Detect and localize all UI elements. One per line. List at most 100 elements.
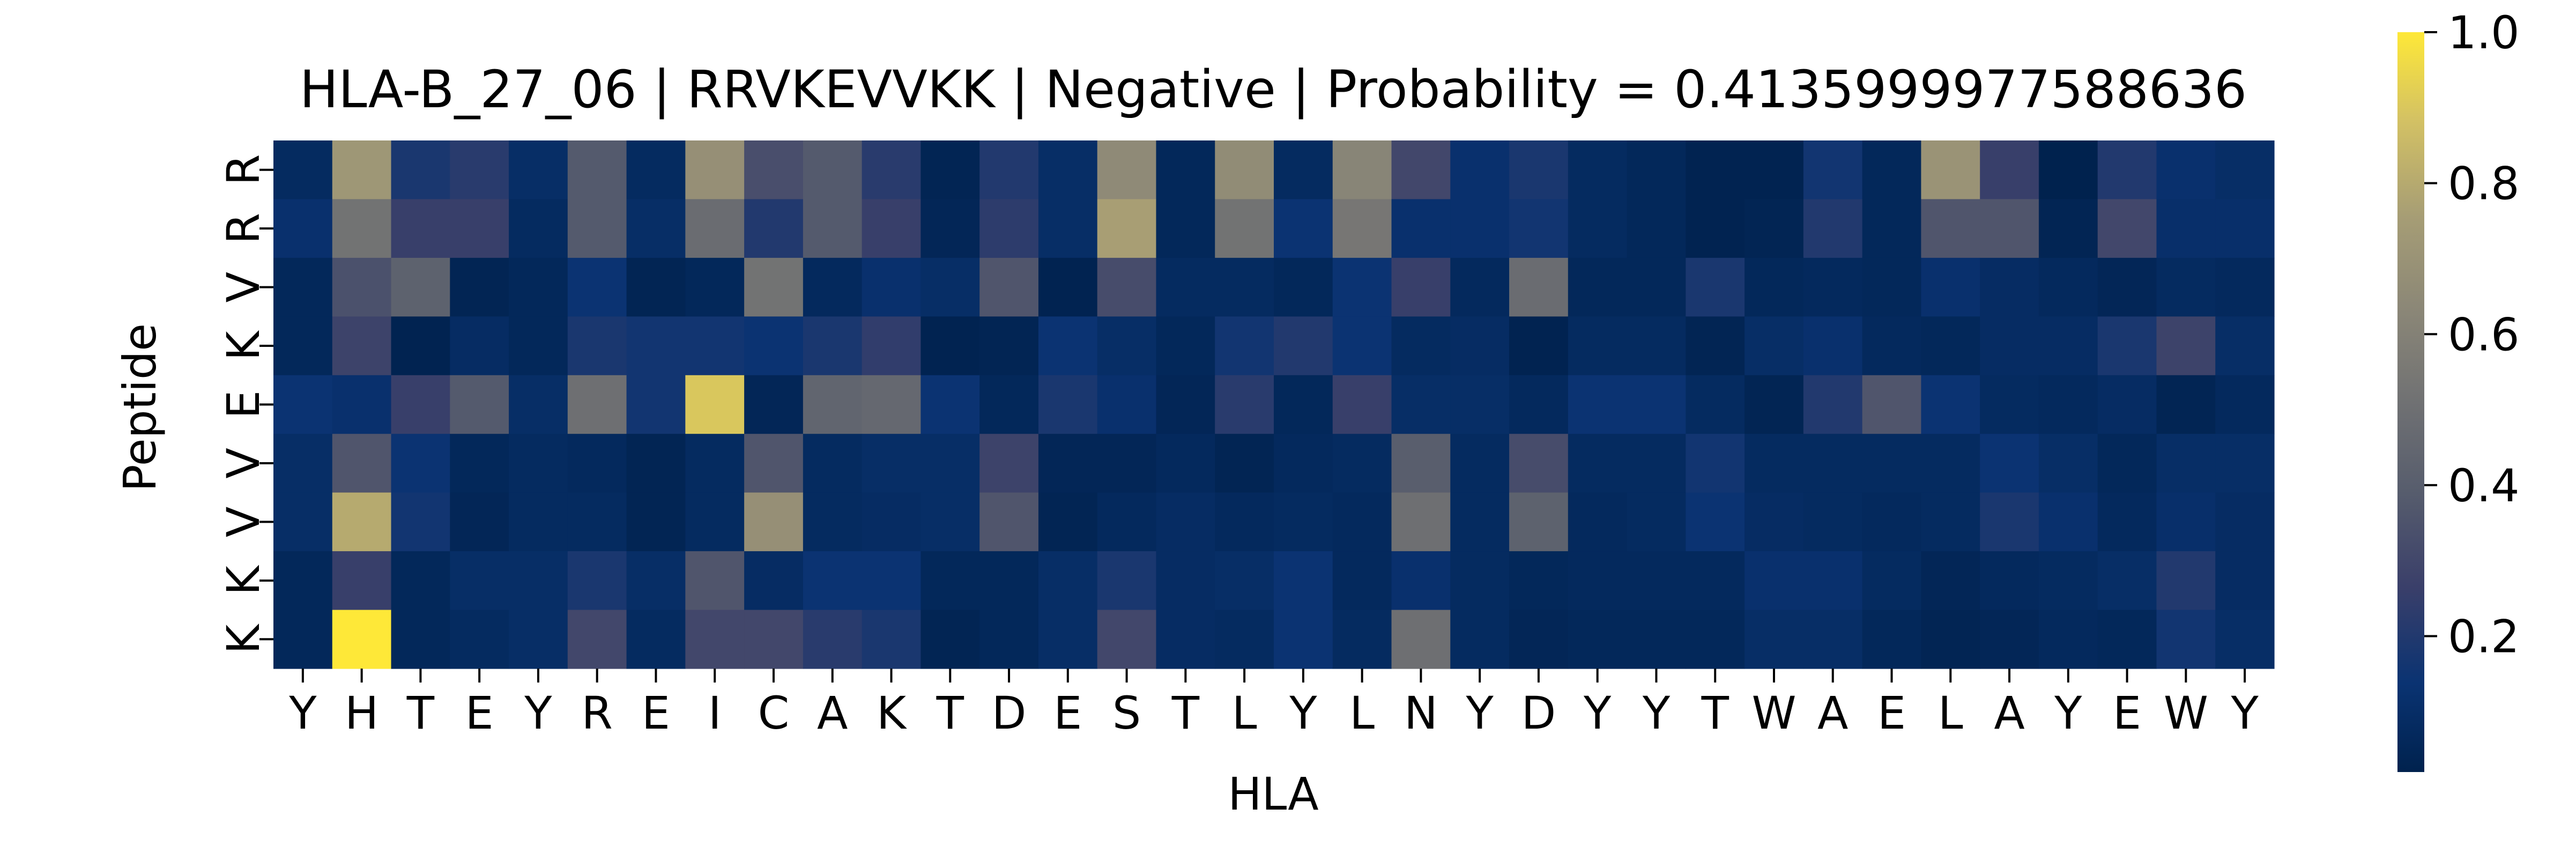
heatmap-cell xyxy=(979,140,1039,200)
heatmap-cell xyxy=(803,199,863,258)
heatmap-cell xyxy=(1980,434,2039,493)
heatmap-cell xyxy=(332,199,392,258)
heatmap-cell xyxy=(332,551,392,611)
heatmap-cell xyxy=(744,610,804,669)
heatmap-cell xyxy=(273,551,333,611)
heatmap-cell xyxy=(1686,492,1745,552)
heatmap-cell xyxy=(1980,551,2039,611)
heatmap-cell xyxy=(2097,316,2157,376)
heatmap-cell xyxy=(1862,375,1922,434)
heatmap-cell xyxy=(1156,551,1215,611)
heatmap-cell xyxy=(1862,316,1922,376)
x-tick-label: W xyxy=(1751,687,1796,739)
chart-title: HLA-B_27_06 | RRVKEVVKK | Negative | Pro… xyxy=(300,60,2247,120)
heatmap-cell xyxy=(1568,492,1628,552)
x-tick-label: A xyxy=(1817,687,1848,739)
heatmap-cell xyxy=(1568,610,1628,669)
heatmap-cell xyxy=(1450,375,1510,434)
heatmap-cell xyxy=(509,375,568,434)
heatmap-cell xyxy=(1450,610,1510,669)
heatmap-cell xyxy=(1332,492,1392,552)
heatmap-cell xyxy=(1686,140,1745,200)
heatmap-cell xyxy=(1862,257,1922,317)
x-tick-label: T xyxy=(406,687,435,739)
heatmap-cell xyxy=(1744,257,1804,317)
heatmap-cell xyxy=(1450,316,1510,376)
y-tick-label: K xyxy=(217,330,270,361)
heatmap-cell xyxy=(2215,434,2275,493)
heatmap-cell xyxy=(803,492,863,552)
x-axis-label: HLA xyxy=(1228,768,1318,820)
heatmap-cell xyxy=(920,551,980,611)
x-tick-label: A xyxy=(817,687,848,739)
heatmap-cell xyxy=(1568,316,1628,376)
heatmap-cell xyxy=(2038,316,2098,376)
x-tick-label: T xyxy=(1171,687,1200,739)
heatmap-cell xyxy=(1627,140,1686,200)
heatmap-cell xyxy=(509,551,568,611)
heatmap-cell xyxy=(1627,610,1686,669)
colorbar-ticks: 0.2 0.4 0.6 0.8 1.0 xyxy=(2424,6,2520,663)
heatmap-cell xyxy=(1627,199,1686,258)
heatmap-cell xyxy=(1980,199,2039,258)
colorbar xyxy=(2397,32,2424,772)
heatmap-cell xyxy=(273,492,333,552)
heatmap-cell xyxy=(744,257,804,317)
heatmap-cell xyxy=(1686,434,1745,493)
heatmap-cell xyxy=(1509,551,1569,611)
heatmap-cell xyxy=(2156,375,2216,434)
heatmap-cell xyxy=(567,610,627,669)
heatmap-cell xyxy=(332,434,392,493)
heatmap-cell xyxy=(1686,199,1745,258)
heatmap-cell xyxy=(1097,375,1157,434)
x-tick-label: R xyxy=(582,687,613,739)
heatmap-cell xyxy=(2215,610,2275,669)
heatmap-cell xyxy=(1568,551,1628,611)
heatmap-cell xyxy=(862,257,922,317)
heatmap-cell xyxy=(862,434,922,493)
heatmap-cell xyxy=(1803,257,1863,317)
heatmap-cell xyxy=(2097,199,2157,258)
heatmap-cell xyxy=(1568,375,1628,434)
heatmap-cell xyxy=(1391,375,1451,434)
heatmap-cell xyxy=(1509,492,1569,552)
heatmap-cell xyxy=(1568,434,1628,493)
heatmap-cell xyxy=(2215,551,2275,611)
heatmap-cell xyxy=(273,610,333,669)
x-tick-label: D xyxy=(1521,687,1556,739)
heatmap-cell xyxy=(567,140,627,200)
heatmap-cell xyxy=(1215,140,1274,200)
heatmap-cell xyxy=(1803,492,1863,552)
heatmap-cell xyxy=(1862,492,1922,552)
x-tick-label: A xyxy=(1994,687,2024,739)
y-tick-label: K xyxy=(217,624,270,654)
heatmap-cell xyxy=(1627,375,1686,434)
heatmap-cell xyxy=(509,610,568,669)
y-tick-label: K xyxy=(217,565,270,595)
x-tick-label: D xyxy=(992,687,1027,739)
heatmap-cell xyxy=(2038,199,2098,258)
heatmap-cell xyxy=(391,551,450,611)
heatmap-cell xyxy=(1274,140,1333,200)
colorbar-tick-label: 0.4 xyxy=(2448,459,2520,512)
heatmap-cell xyxy=(1921,551,1980,611)
heatmap-cell xyxy=(979,551,1039,611)
heatmap-cell xyxy=(391,375,450,434)
heatmap-cell xyxy=(979,375,1039,434)
heatmap-cell xyxy=(1215,434,1274,493)
x-tick-label: K xyxy=(877,687,907,739)
x-tick-label: I xyxy=(708,687,722,739)
heatmap-cell xyxy=(1980,492,2039,552)
heatmap-cell xyxy=(2038,140,2098,200)
heatmap-cell xyxy=(1097,140,1157,200)
heatmap-cell xyxy=(1391,551,1451,611)
heatmap-cell xyxy=(920,610,980,669)
heatmap-cell xyxy=(1391,257,1451,317)
heatmap-cell xyxy=(920,375,980,434)
heatmap-cell xyxy=(803,140,863,200)
x-tick-label: T xyxy=(1701,687,1729,739)
heatmap-cell xyxy=(1156,434,1215,493)
heatmap-cell xyxy=(862,375,922,434)
heatmap-cell xyxy=(1744,316,1804,376)
